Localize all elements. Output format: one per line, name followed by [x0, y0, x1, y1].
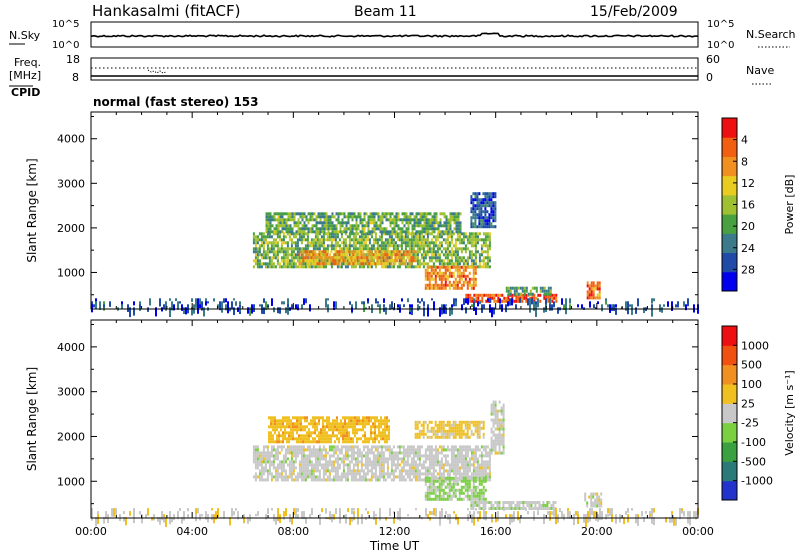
plot-frame-2	[90, 319, 699, 519]
cpid-label: CPID	[11, 86, 40, 99]
colorbar-tick-label: 28	[741, 263, 755, 276]
colorbar-2: 1000 500 100 25 -25 -100 -500 -1000 Velocity [m …	[721, 325, 796, 501]
plot-frame-1	[90, 111, 699, 310]
nsky-panel: N.Sky 10^5 10^0 10^5 10^0 N.Search	[9, 19, 796, 51]
freq-tick-bottom: 8	[72, 71, 79, 84]
nsearch-label: N.Search	[746, 28, 796, 41]
x-tick-label: 00:00	[75, 525, 107, 538]
freq-label: Freq.	[14, 56, 41, 69]
colorbar-swatch	[722, 403, 737, 424]
nave-tick-top: 60	[706, 53, 720, 66]
freq-trace-wiggle	[147, 69, 167, 74]
colorbar-swatch	[722, 156, 737, 177]
data-region-2-7	[584, 492, 603, 508]
colorbar-tick-label: 4	[741, 134, 748, 147]
colorbar-swatch	[722, 252, 737, 273]
colorbar-label: Velocity [m s⁻¹]	[783, 370, 796, 455]
data-region-1-7	[470, 192, 497, 229]
colorbar-swatch	[722, 384, 737, 404]
colorbar-swatch	[722, 137, 737, 157]
mode-label: normal (fast stereo) 153	[93, 95, 259, 109]
y-tick-label: 1000	[57, 266, 85, 279]
colorbar-swatch	[722, 326, 737, 346]
nsearch-tick-bottom: 10^0	[707, 40, 734, 51]
data-region-1-6	[505, 286, 552, 296]
colorbar-swatch	[722, 175, 737, 196]
nsky-tick-top: 10^5	[52, 19, 79, 30]
colorbar-swatch	[722, 461, 737, 482]
y-tick-label: 3000	[57, 386, 85, 399]
colorbar-tick-label: 100	[741, 378, 762, 391]
data-region-2-3	[414, 420, 485, 439]
data-region-2-8	[91, 508, 699, 528]
y-axis-label: Slant Range [km]	[25, 367, 39, 471]
data-region-1-2	[265, 212, 462, 234]
colorbar-tick-label: 500	[741, 359, 762, 372]
data-region-1-8	[586, 281, 601, 300]
colorbar-swatch	[722, 214, 737, 234]
y-tick-label: 2000	[57, 430, 85, 443]
data-region-2-6	[490, 400, 505, 455]
x-tick-label: 04:00	[176, 525, 208, 538]
freq-panel: Freq. [MHz] CPID 18 8 60 0 Nave	[9, 53, 774, 99]
colorbar-tick-label: -1000	[741, 475, 773, 488]
colorbar-tick-label: -25	[741, 417, 759, 430]
x-tick-label: 08:00	[277, 525, 309, 538]
colorbar-tick-label: 24	[741, 242, 755, 255]
freq-tick-top: 18	[66, 53, 80, 66]
x-tick-label: 12:00	[379, 525, 411, 538]
chart-panel-1: 1000 2000 3000 4000 Slant Range [km] 4 8 12 16 20…	[25, 111, 796, 318]
y-tick-label: 1000	[57, 475, 85, 488]
data-region-1-3	[298, 250, 417, 266]
nsky-label: N.Sky	[9, 29, 41, 42]
y-tick-label: 4000	[57, 341, 85, 354]
y-axis-label: Slant Range [km]	[25, 158, 39, 262]
date-title: 15/Feb/2009	[590, 4, 678, 20]
freq-unit-label: [MHz]	[9, 69, 41, 82]
colorbar-swatch	[722, 422, 737, 443]
x-tick-label: 00:00	[682, 525, 714, 538]
colorbar-swatch	[722, 233, 737, 254]
data-region-1-4	[424, 265, 477, 290]
x-tick-label: 16:00	[480, 525, 512, 538]
colorbar-1: 4 8 12 16 20 24 28 Power [dB]	[721, 117, 796, 292]
y-tick-label: 4000	[57, 133, 85, 146]
colorbar-swatch	[722, 364, 737, 385]
colorbar-swatch	[722, 345, 737, 366]
colorbar-tick-label: -100	[741, 436, 766, 449]
beam-title: Beam 11	[354, 4, 417, 20]
y-tick-label: 2000	[57, 222, 85, 235]
colorbar-tick-label: 12	[741, 177, 755, 190]
colorbar-swatch	[722, 194, 737, 215]
nsearch-tick-top: 10^5	[707, 19, 734, 30]
nsky-tick-bottom: 10^0	[52, 40, 79, 51]
colorbar-tick-label: 16	[741, 199, 755, 212]
data-region-2-4	[424, 476, 487, 501]
colorbar-swatch	[722, 118, 737, 138]
nave-label: Nave	[746, 64, 774, 77]
colorbar-tick-label: 8	[741, 155, 748, 168]
y-tick-label: 3000	[57, 177, 85, 190]
data-region-2-2	[268, 416, 390, 444]
x-axis-label: Time UT	[369, 539, 420, 553]
station-title: Hankasalmi (fitACF)	[92, 2, 240, 20]
colorbar-swatch	[722, 442, 737, 462]
colorbar-tick-label: -500	[741, 455, 766, 468]
colorbar-tick-label: 25	[741, 397, 755, 410]
nave-tick-bottom: 0	[706, 71, 713, 84]
colorbar-swatch	[722, 480, 737, 501]
colorbar-swatch	[722, 271, 737, 292]
nsky-trace	[90, 32, 699, 38]
x-tick-label: 20:00	[581, 525, 613, 538]
colorbar-label: Power [dB]	[783, 175, 796, 235]
colorbar-tick-label: 1000	[741, 339, 769, 352]
colorbar-tick-label: 20	[741, 220, 755, 233]
data-region-2-1	[252, 445, 491, 482]
